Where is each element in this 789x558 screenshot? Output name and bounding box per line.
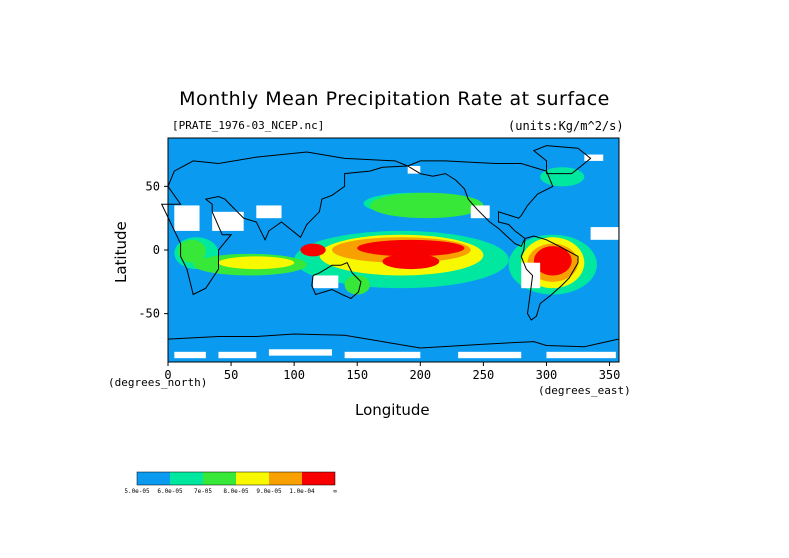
- dry-region-7: [218, 351, 257, 359]
- dry-region-1: [212, 211, 244, 231]
- x-axis-label: Longitude: [355, 401, 430, 419]
- dry-region-14: [590, 227, 619, 240]
- x-tick-label-150: 150: [346, 368, 368, 382]
- dry-region-2: [256, 205, 282, 219]
- coastline-2: [407, 160, 554, 247]
- colorbar-swatch-2: [203, 472, 236, 485]
- colorbar-swatch-4: [269, 472, 302, 485]
- precip-region-15: [382, 253, 440, 270]
- x-tick-label-300: 300: [536, 368, 558, 382]
- coastlines: [160, 145, 619, 349]
- dry-region-8: [268, 349, 332, 356]
- colorbar-swatch-0: [137, 472, 170, 485]
- colorbar-swatch-5: [302, 472, 335, 485]
- colorbar-frame: [136, 471, 336, 486]
- x-tick-label-100: 100: [283, 368, 305, 382]
- dry-region-10: [458, 351, 522, 359]
- y-unit-note: (degrees_north): [108, 376, 208, 389]
- chart-title: Monthly Mean Precipitation Rate at surfa…: [179, 88, 610, 110]
- colorbar: 5.0e-05 6.0e-05 7e-05 8.0e-05 9.0e-05 1.0e-04…: [124, 471, 337, 495]
- colorbar-label-3: 8.0e-05: [223, 488, 249, 495]
- y-tick-label--50: -50: [138, 307, 160, 321]
- colorbar-label-6: ∞: [333, 488, 337, 495]
- colorbar-label-4: 9.0e-05: [256, 488, 282, 495]
- dry-region-3: [313, 275, 339, 289]
- x-tick-label-200: 200: [409, 368, 431, 382]
- axes: 0 50 100 150 200 250 300 350 50 0 -50: [138, 137, 621, 382]
- chart-subtitle-right: (units:Kg/m^2/s): [508, 119, 624, 133]
- plot-area: [168, 138, 619, 362]
- colorbar-label-1: 6.0e-05: [157, 488, 183, 495]
- x-tick-label-350: 350: [599, 368, 621, 382]
- coastline-1: [311, 262, 362, 299]
- dry-region-9: [344, 351, 421, 359]
- dry-region-11: [546, 351, 616, 359]
- coastline-5: [532, 145, 592, 175]
- dry-region-5: [521, 262, 541, 289]
- coastline-3: [520, 235, 579, 321]
- dry-region-13: [584, 154, 604, 161]
- y-axis-label: Latitude: [112, 221, 130, 283]
- precip-region-10: [218, 256, 295, 270]
- colorbar-label-0: 5.0e-05: [124, 488, 150, 495]
- x-tick-label-0: 0: [164, 368, 171, 382]
- chart-subtitle-left: [PRATE_1976-03_NCEP.nc]: [172, 119, 325, 132]
- precip-region-7: [178, 239, 206, 263]
- y-tick-label-0: 0: [153, 243, 160, 257]
- colorbar-label-2: 7e-05: [194, 488, 212, 495]
- coastline-0: [160, 151, 408, 296]
- dry-region-0: [174, 205, 200, 231]
- coastline-4: [167, 333, 619, 349]
- precip-region-6: [369, 192, 484, 219]
- x-unit-note: (degrees_east): [538, 384, 631, 397]
- precip-region-17: [300, 243, 326, 257]
- colorbar-swatch-3: [236, 472, 269, 485]
- precip-region-16: [533, 246, 572, 276]
- y-tick-label-50: 50: [146, 179, 160, 193]
- colorbar-label-5: 1.0e-04: [289, 488, 315, 495]
- dry-region-6: [174, 351, 206, 359]
- colorbar-swatch-1: [170, 472, 203, 485]
- x-tick-label-250: 250: [473, 368, 495, 382]
- precip-region-14: [357, 239, 465, 257]
- x-tick-label-50: 50: [224, 368, 238, 382]
- precip-region-8: [344, 275, 370, 295]
